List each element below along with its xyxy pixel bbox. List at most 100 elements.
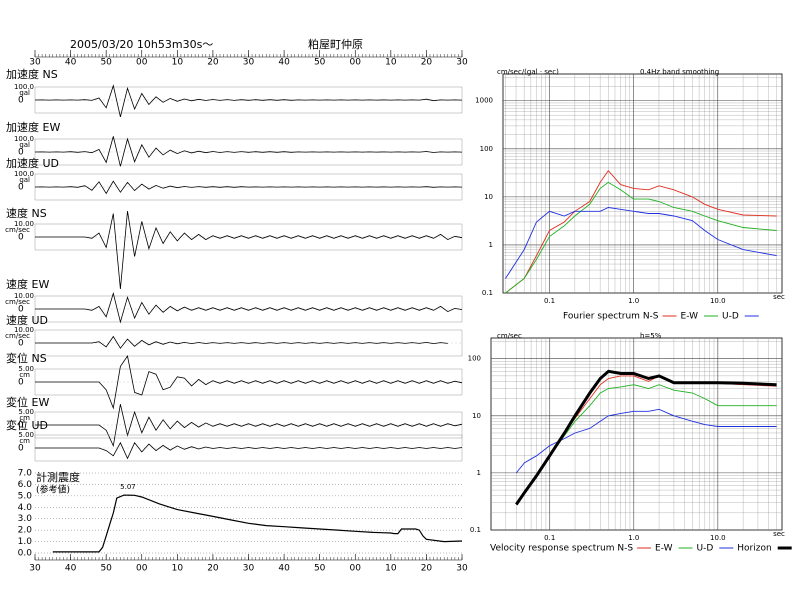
trace-name: 変位 EW — [6, 395, 49, 409]
x-tick-label: 30 — [456, 564, 468, 574]
spectrum-line — [505, 207, 777, 279]
waveform — [34, 84, 463, 117]
y-tick-label: 6.0 — [18, 480, 33, 490]
x-tick-label: 40 — [278, 58, 290, 68]
trace-unit: cm/sec — [5, 226, 30, 234]
spectrum-line — [515, 408, 777, 474]
trace-name: 加速度 NS — [6, 67, 58, 81]
trace-zero: 0 — [18, 148, 24, 158]
legend-title: Velocity response spectrum N-S — [490, 544, 633, 554]
trace-scale: 10.00 — [14, 326, 34, 334]
x-tick-label: 00 — [136, 564, 148, 574]
x-tick-label: 1.0 — [628, 534, 639, 542]
waveform — [35, 291, 463, 324]
trace-scale: 10.00 — [14, 220, 34, 228]
y-tick-label: 10 — [484, 193, 493, 201]
y-tick-label: 4.0 — [18, 503, 33, 513]
waveform — [35, 210, 463, 290]
x-axis-label: sec — [773, 293, 785, 301]
spectrum-line — [515, 369, 777, 506]
trace-scale: 5.00 — [18, 365, 34, 373]
x-tick-label: 20 — [421, 58, 433, 68]
y-tick-label: 0.1 — [470, 526, 481, 534]
x-tick-label: 10 — [172, 58, 184, 68]
trace-zero: 0 — [18, 96, 24, 106]
waveform — [35, 441, 463, 460]
trace-name: 加速度 EW — [6, 120, 60, 134]
legend-title: Fourier spectrum N-S — [563, 312, 659, 322]
x-tick-label: 20 — [421, 564, 433, 574]
y-axis-label: cm/sec/(gal · sec) — [497, 68, 559, 76]
x-tick-label: 00 — [350, 58, 362, 68]
x-tick-label: 40 — [278, 564, 290, 574]
subtitle: h=5% — [640, 332, 662, 340]
waveform — [34, 136, 463, 167]
trace-zero: 0 — [18, 233, 24, 243]
datetime: 2005/03/20 10h53m30s～ — [70, 38, 213, 51]
legend-label: U-D — [697, 544, 714, 554]
x-tick-label: 10 — [385, 564, 397, 574]
waveform — [35, 354, 463, 410]
x-axis-label: sec — [773, 530, 785, 538]
x-tick-label: 00 — [350, 564, 362, 574]
y-tick-label: 1000 — [475, 97, 493, 105]
x-tick-label: 50 — [314, 564, 326, 574]
y-tick-label: 1.0 — [18, 537, 33, 547]
trace-zero: 0 — [18, 421, 24, 431]
trace-unit: cm — [19, 437, 30, 445]
x-tick-label: 50 — [100, 564, 112, 574]
x-tick-label: 10 — [385, 58, 397, 68]
x-tick-label: 1.0 — [628, 297, 639, 305]
y-tick-label: 1 — [489, 241, 493, 249]
x-tick-label: 10.0 — [710, 297, 726, 305]
trace-scale: 100.0 — [14, 135, 34, 143]
x-tick-label: 50 — [314, 58, 326, 68]
trace-name: 速度 EW — [6, 277, 49, 291]
x-tick-label: 30 — [456, 58, 468, 68]
trace-scale: 5.00 — [18, 408, 34, 416]
x-tick-label: 50 — [100, 58, 112, 68]
x-tick-label: 40 — [65, 58, 77, 68]
spectrum-line — [505, 181, 777, 294]
x-tick-label: 10 — [172, 564, 184, 574]
legend-label: Horizon — [737, 544, 771, 554]
trace-unit: cm/sec — [5, 298, 30, 306]
y-tick-label: 0.1 — [482, 289, 493, 297]
peak-label: 5.07 — [120, 483, 136, 491]
legend-label: U-D — [722, 312, 739, 322]
x-tick-label: 30 — [29, 58, 41, 68]
y-tick-label: 10 — [472, 412, 481, 420]
trace-name: 速度 NS — [6, 206, 47, 220]
x-tick-label: 20 — [207, 58, 219, 68]
trace-scale: 100.0 — [14, 83, 34, 91]
waveform — [35, 404, 463, 448]
x-tick-label: 30 — [243, 564, 255, 574]
y-tick-label: 100 — [480, 145, 493, 153]
trace-unit: gal — [19, 89, 30, 97]
trace-scale: 100.0 — [14, 170, 34, 178]
x-tick-label: 00 — [136, 58, 148, 68]
y-tick-label: 0.0 — [18, 549, 33, 559]
trace-scale: 5.00 — [18, 431, 34, 439]
station: 粕屋町仲原 — [308, 37, 363, 51]
trace-scale: 10.00 — [14, 292, 34, 300]
trace-name: 変位 NS — [6, 351, 47, 365]
x-tick-label: 30 — [243, 58, 255, 68]
legend-label: E-W — [681, 312, 699, 322]
y-tick-label: 3.0 — [18, 514, 33, 524]
trace-zero: 0 — [18, 444, 24, 454]
trace-unit: cm/sec — [5, 332, 30, 340]
trace-zero: 0 — [18, 305, 24, 315]
waveform — [35, 335, 448, 349]
legend-label: E-W — [655, 544, 673, 554]
trace-unit: cm — [19, 414, 30, 422]
trace-name: 変位 UD — [6, 418, 48, 432]
x-tick-label: 0.1 — [544, 297, 555, 305]
y-tick-label: 2.0 — [18, 526, 33, 536]
subtitle: 0.4Hz band smoothing — [640, 68, 719, 76]
y-tick-label: 7.0 — [18, 469, 33, 479]
x-tick-label: 0.1 — [544, 534, 555, 542]
